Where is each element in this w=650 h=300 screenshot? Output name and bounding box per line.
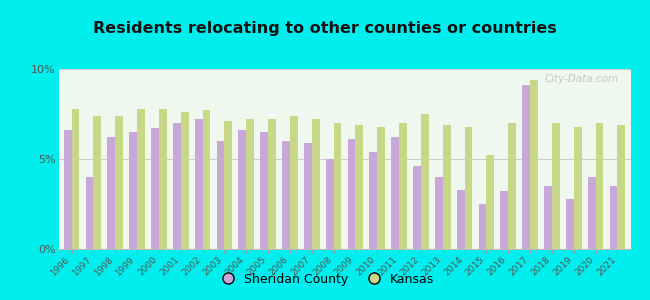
- Bar: [544, 186, 552, 249]
- Bar: [260, 132, 268, 249]
- Bar: [333, 123, 341, 249]
- Bar: [566, 199, 574, 249]
- Bar: [522, 85, 530, 249]
- Bar: [618, 125, 625, 249]
- Bar: [64, 130, 72, 249]
- Legend: Sheridan County, Kansas: Sheridan County, Kansas: [211, 268, 439, 291]
- Bar: [173, 123, 181, 249]
- Bar: [216, 141, 224, 249]
- Text: City-Data.com: City-Data.com: [545, 74, 619, 84]
- Bar: [421, 114, 429, 249]
- Bar: [246, 119, 254, 249]
- Bar: [151, 128, 159, 249]
- Bar: [413, 166, 421, 249]
- Bar: [129, 132, 137, 249]
- Bar: [94, 116, 101, 249]
- Bar: [304, 143, 312, 249]
- Bar: [574, 127, 582, 249]
- Bar: [312, 119, 320, 249]
- Bar: [268, 119, 276, 249]
- Bar: [595, 123, 603, 249]
- Bar: [282, 141, 290, 249]
- Bar: [457, 190, 465, 249]
- Bar: [348, 139, 356, 249]
- Bar: [224, 121, 232, 249]
- Bar: [86, 177, 94, 249]
- Bar: [486, 155, 494, 249]
- Bar: [195, 119, 203, 249]
- Bar: [107, 137, 115, 249]
- Bar: [478, 204, 486, 249]
- Bar: [500, 191, 508, 249]
- Bar: [435, 177, 443, 249]
- Bar: [356, 125, 363, 249]
- Bar: [290, 116, 298, 249]
- Bar: [465, 127, 473, 249]
- Bar: [137, 109, 145, 249]
- Bar: [530, 80, 538, 249]
- Bar: [508, 123, 516, 249]
- Bar: [369, 152, 377, 249]
- Bar: [181, 112, 188, 249]
- Bar: [239, 130, 246, 249]
- Bar: [588, 177, 595, 249]
- Bar: [552, 123, 560, 249]
- Bar: [326, 159, 333, 249]
- Text: Residents relocating to other counties or countries: Residents relocating to other counties o…: [93, 21, 557, 36]
- Bar: [399, 123, 407, 249]
- Bar: [610, 186, 617, 249]
- Bar: [115, 116, 123, 249]
- Bar: [391, 137, 399, 249]
- Bar: [203, 110, 211, 249]
- Bar: [377, 127, 385, 249]
- Bar: [72, 109, 79, 249]
- Bar: [443, 125, 450, 249]
- Bar: [159, 109, 167, 249]
